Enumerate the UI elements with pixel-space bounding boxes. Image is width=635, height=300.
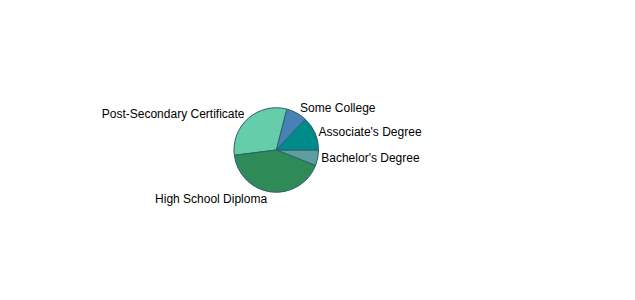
svg-text:Bachelor's Degree: Bachelor's Degree [321, 151, 420, 165]
svg-text:High School Diploma: High School Diploma [155, 192, 267, 206]
svg-text:Some College: Some College [300, 101, 376, 115]
svg-text:Associate's Degree: Associate's Degree [319, 125, 422, 139]
svg-text:Post-Secondary Certificate: Post-Secondary Certificate [102, 107, 245, 121]
